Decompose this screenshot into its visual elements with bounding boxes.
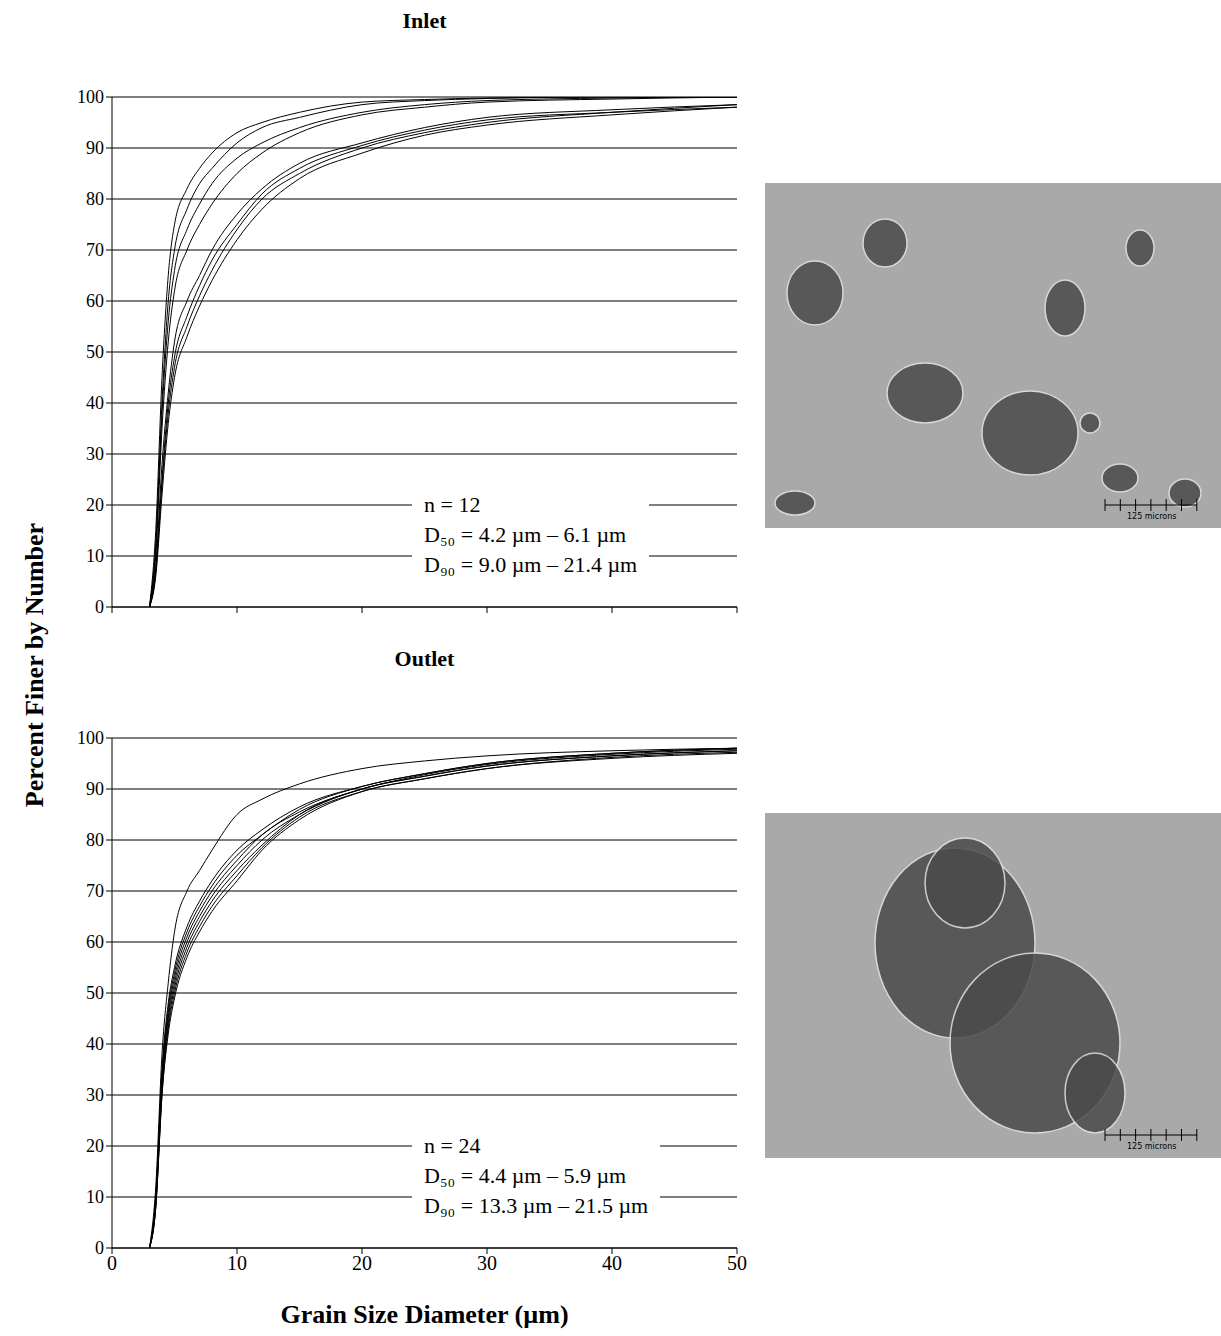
html-text:Outlet: Outlet [394, 646, 455, 671]
svg-text:125 microns: 125 microns [1127, 512, 1176, 521]
html-text:n = 12: n = 12 [424, 492, 481, 517]
svg-text:20: 20 [86, 495, 104, 515]
svg-text:90: 90 [86, 138, 104, 158]
html-text:D₅₀ = 4.4 µm – 5.9 µm: D₅₀ = 4.4 µm – 5.9 µm [424, 1163, 627, 1188]
svg-text:30: 30 [86, 1085, 104, 1105]
svg-text:10: 10 [86, 546, 104, 566]
svg-text:90: 90 [86, 779, 104, 799]
html-text:Inlet: Inlet [402, 8, 447, 33]
svg-text:0: 0 [107, 1252, 117, 1274]
svg-text:30: 30 [477, 1252, 497, 1274]
svg-text:10: 10 [86, 1187, 104, 1207]
svg-text:50: 50 [86, 342, 104, 362]
svg-text:40: 40 [86, 393, 104, 413]
html-text:n = 24: n = 24 [424, 1133, 481, 1158]
svg-text:20: 20 [352, 1252, 372, 1274]
svg-text:70: 70 [86, 881, 104, 901]
html-text:D₅₀ = 4.2 µm – 6.1 µm: D₅₀ = 4.2 µm – 6.1 µm [424, 522, 627, 547]
svg-text:70: 70 [86, 240, 104, 260]
svg-text:100: 100 [77, 87, 104, 107]
svg-text:10: 10 [227, 1252, 247, 1274]
svg-text:60: 60 [86, 932, 104, 952]
svg-text:50: 50 [727, 1252, 747, 1274]
html-text:D₉₀ = 9.0 µm – 21.4 µm: D₉₀ = 9.0 µm – 21.4 µm [424, 552, 638, 577]
svg-text:100: 100 [77, 728, 104, 748]
svg-text:30: 30 [86, 444, 104, 464]
svg-text:0: 0 [95, 597, 104, 617]
svg-text:125 microns: 125 microns [1127, 1142, 1176, 1151]
svg-text:80: 80 [86, 189, 104, 209]
html-text:Grain Size Diameter (µm): Grain Size Diameter (µm) [280, 1300, 569, 1329]
svg-text:60: 60 [86, 291, 104, 311]
svg-text:40: 40 [86, 1034, 104, 1054]
svg-text:80: 80 [86, 830, 104, 850]
svg-text:20: 20 [86, 1136, 104, 1156]
svg-text:40: 40 [602, 1252, 622, 1274]
svg-text:50: 50 [86, 983, 104, 1003]
html-text:Percent Finer by Number: Percent Finer by Number [20, 522, 49, 808]
svg-text:0: 0 [95, 1238, 104, 1258]
html-text:D₉₀ = 13.3 µm – 21.5 µm: D₉₀ = 13.3 µm – 21.5 µm [424, 1193, 649, 1218]
